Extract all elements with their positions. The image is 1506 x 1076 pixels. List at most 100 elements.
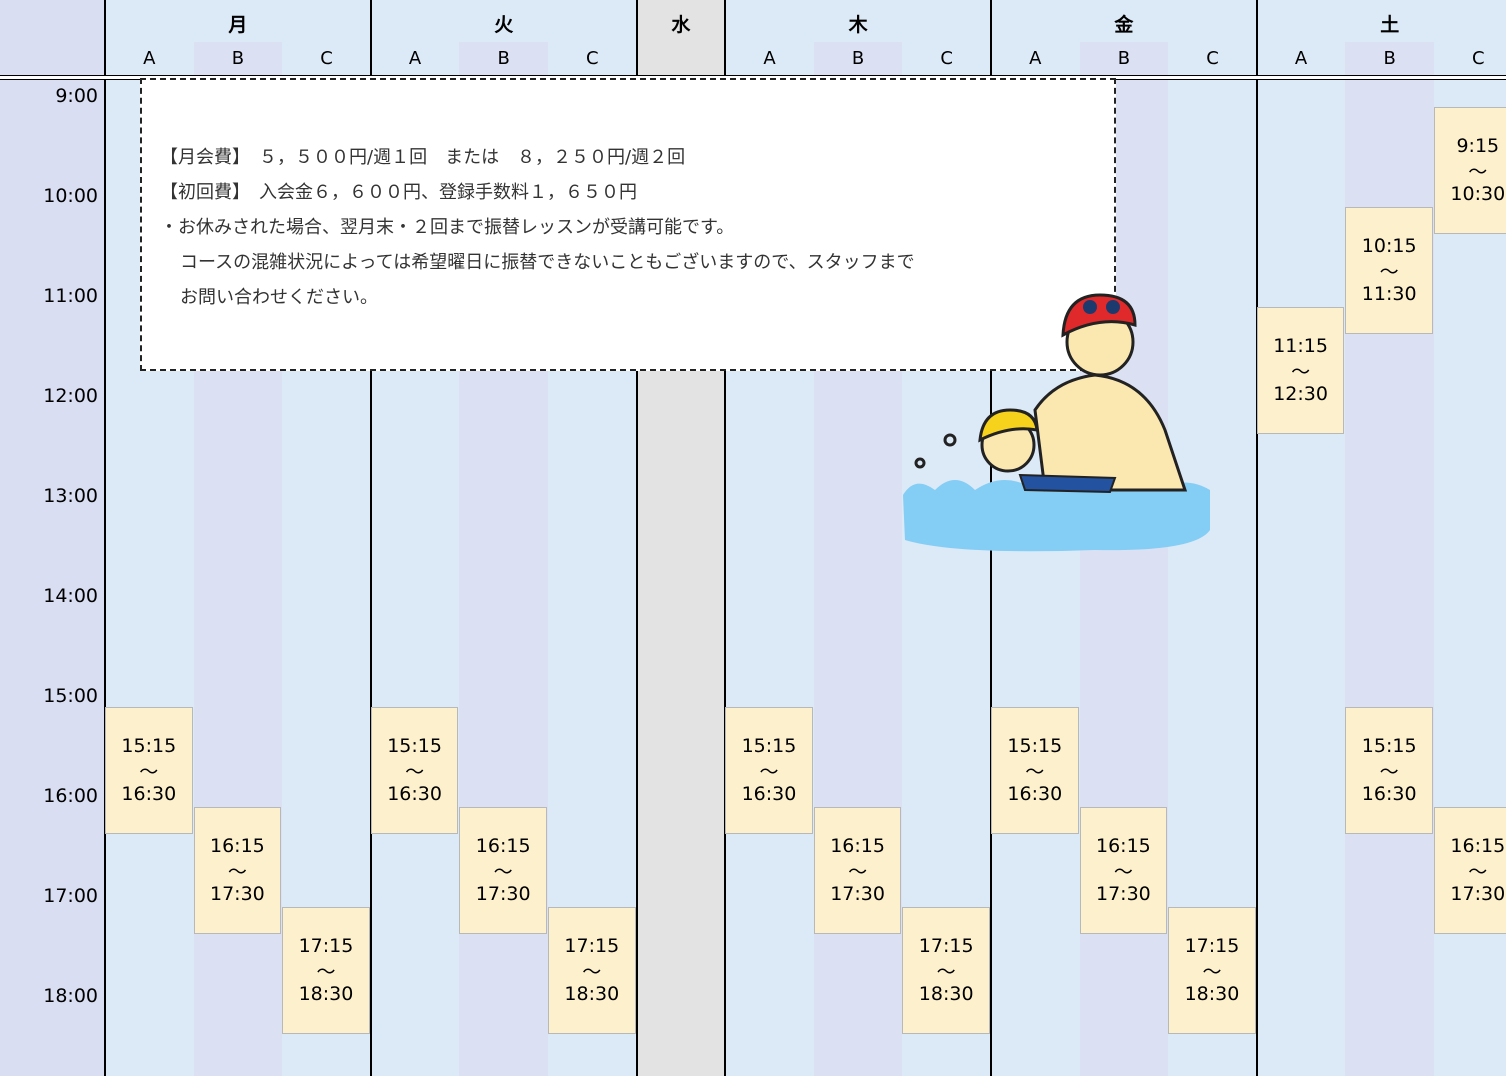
- lesson-end: 18:30: [564, 983, 620, 1005]
- lesson-start: 10:15: [1361, 235, 1417, 257]
- column-label: B: [851, 48, 865, 69]
- lesson-start: 16:15: [1096, 835, 1151, 857]
- column-label: A: [408, 48, 422, 69]
- lesson-start: 17:15: [918, 935, 974, 957]
- column-label: B: [231, 48, 245, 69]
- lesson-sep: ～: [1291, 361, 1311, 383]
- lesson-sep: ～: [1379, 761, 1399, 783]
- column-label: B: [1383, 48, 1396, 69]
- lesson-start: 16:15: [1450, 835, 1506, 857]
- lesson-sep: ～: [316, 961, 336, 983]
- divider: [104, 0, 106, 1076]
- column-label: B: [497, 48, 510, 69]
- lesson: 15:15 ～ 16:30: [991, 707, 1079, 834]
- lesson-end: 18:30: [298, 983, 354, 1005]
- lesson: 15:15 ～ 16:30: [105, 707, 193, 834]
- lesson-start: 16:15: [210, 835, 265, 857]
- lesson: 17:15 ～ 18:30: [548, 907, 636, 1034]
- column-label: C: [1206, 48, 1219, 69]
- lesson-start: 15:15: [741, 735, 797, 757]
- lesson-start: 15:15: [121, 735, 177, 757]
- lesson-sep: ～: [759, 761, 779, 783]
- time-label: 18:00: [43, 985, 98, 1007]
- lesson-end: 16:30: [387, 783, 442, 805]
- lesson: 16:15 ～ 17:30: [813, 807, 902, 934]
- lesson-sep: ～: [1025, 761, 1045, 783]
- day-header: 金: [1114, 14, 1134, 36]
- lesson-start: 15:15: [387, 735, 442, 757]
- lesson-end: 16:30: [1361, 783, 1417, 805]
- lesson-start: 17:15: [1184, 935, 1240, 957]
- column-label: A: [1029, 48, 1042, 69]
- lesson: 15:15 ～ 16:30: [370, 707, 459, 834]
- lesson: 16:15 ～ 17:30: [459, 807, 547, 934]
- notice-line: ・お休みされた場合、翌月末・２回まで振替レッスンが受講可能です。: [160, 217, 735, 238]
- time-label: 14:00: [43, 585, 98, 607]
- lesson-end: 18:30: [1184, 983, 1240, 1005]
- divider: [635, 0, 638, 1076]
- column-label: C: [940, 48, 953, 69]
- column-label: A: [763, 48, 776, 69]
- lesson-sep: ～: [1468, 161, 1488, 183]
- divider: [1255, 0, 1258, 1076]
- lesson-end: 17:30: [475, 883, 531, 905]
- divider: [369, 0, 372, 1076]
- lesson-sep: ～: [405, 761, 425, 783]
- lesson-start: 17:15: [564, 935, 620, 957]
- notice: 【月会費】 ５，５００円/週１回 または ８，２５０円/週２回 【初回費】 入会金…: [140, 78, 1116, 371]
- time-label: 16:00: [43, 785, 98, 807]
- day-header: 土: [1380, 14, 1400, 36]
- time-label: 9:00: [55, 85, 98, 107]
- lesson-start: 17:15: [298, 935, 354, 957]
- notice-line: コースの混雑状況によっては希望曜日に振替できないこともございますので、スタッフま…: [180, 252, 915, 273]
- time-label: 17:00: [43, 885, 98, 907]
- lesson-end: 12:30: [1273, 383, 1328, 405]
- time-label: 15:00: [43, 685, 98, 707]
- lesson-sep: ～: [582, 961, 602, 983]
- lesson-start: 15:15: [1007, 735, 1063, 757]
- column-label: B: [1117, 48, 1131, 69]
- lesson-sep: ～: [493, 861, 513, 883]
- lesson-sep: ～: [1113, 861, 1133, 883]
- time-label: 13:00: [43, 485, 98, 507]
- lesson-start: 9:15: [1456, 135, 1500, 157]
- divider: [724, 0, 727, 1076]
- notice-line: 【初回費】 入会金６，６００円、登録手数料１，６５０円: [160, 182, 637, 203]
- lesson: 16:15 ～ 17:30: [1434, 807, 1506, 934]
- lesson-end: 17:30: [830, 883, 885, 905]
- lesson-sep: ～: [227, 861, 247, 883]
- lesson: 16:15 ～ 17:30: [193, 807, 282, 934]
- lesson-end: 17:30: [1450, 883, 1506, 905]
- lesson-sep: ～: [1468, 861, 1488, 883]
- lesson-end: 16:30: [121, 783, 177, 805]
- time-column: [0, 0, 105, 1076]
- lesson: 11:15 ～ 12:30: [1256, 307, 1345, 434]
- time-label: 11:00: [43, 285, 98, 307]
- column-label: C: [586, 48, 599, 69]
- column-b: [1345, 42, 1434, 1076]
- lesson-end: 17:30: [210, 883, 265, 905]
- day-header: 火: [494, 14, 514, 36]
- lesson: 9:15 ～ 10:30: [1434, 107, 1506, 234]
- lesson-sep: ～: [1379, 261, 1399, 283]
- lesson-end: 11:30: [1361, 283, 1417, 305]
- lesson-end: 17:30: [1096, 883, 1151, 905]
- lesson: 17:15 ～ 18:30: [282, 907, 370, 1034]
- lesson-end: 16:30: [741, 783, 797, 805]
- time-label: 12:00: [43, 385, 98, 407]
- lesson: 10:15 ～ 11:30: [1345, 207, 1433, 334]
- illustration: [903, 293, 1210, 552]
- column-label: C: [1472, 48, 1485, 69]
- notice-line: お問い合わせください。: [180, 287, 378, 308]
- lesson: 17:15 ～ 18:30: [902, 907, 990, 1034]
- column-label: C: [320, 48, 333, 69]
- lesson-start: 15:15: [1361, 735, 1417, 757]
- lesson-end: 18:30: [918, 983, 974, 1005]
- column-label: A: [1294, 48, 1308, 69]
- lesson-start: 16:15: [475, 835, 531, 857]
- lesson-sep: ～: [936, 961, 956, 983]
- lesson: 15:15 ～ 16:30: [725, 707, 813, 834]
- column-label: A: [143, 48, 156, 69]
- lesson-sep: ～: [1202, 961, 1222, 983]
